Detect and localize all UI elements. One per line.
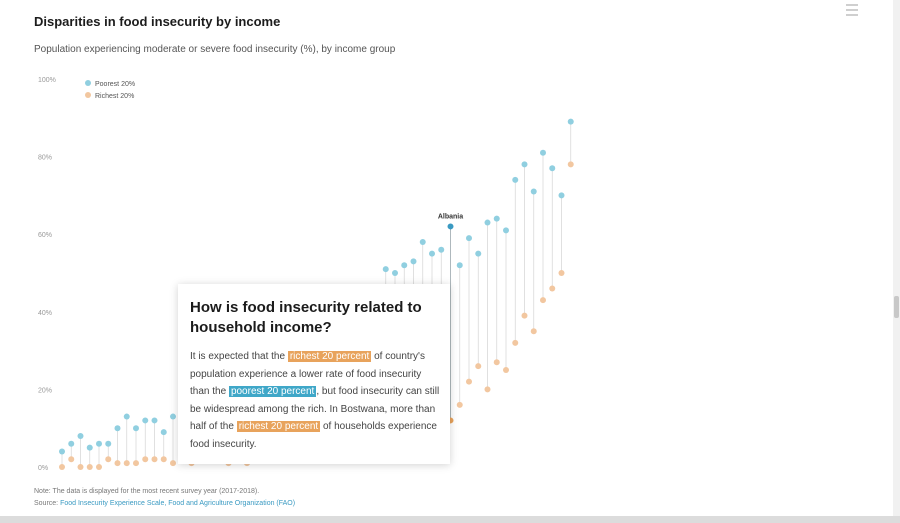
poorest-point (540, 149, 546, 156)
richest-point (142, 456, 149, 463)
annotation-label: Albania (438, 213, 463, 220)
richest-point (493, 359, 500, 366)
poorest-point (512, 176, 519, 183)
card-text-3: , but food insecurity can still be wides… (190, 386, 440, 432)
poorest-point (382, 266, 389, 273)
richest-point (86, 464, 93, 470)
poorest-point (484, 219, 491, 226)
richest-point (521, 312, 528, 319)
poorest-point (503, 227, 509, 234)
chart-note: Note: The data is displayed for the most… (34, 488, 260, 495)
poorest-point (170, 413, 176, 420)
richest-highlight-1: richest 20 percent (287, 351, 372, 362)
richest-point (456, 401, 463, 408)
poorest-point (77, 432, 84, 439)
poorest-point (133, 425, 139, 432)
y-tick-label: 100% (38, 77, 56, 84)
poorest-highlight: poorest 20 percent (228, 386, 317, 397)
y-tick-label: 0% (38, 465, 48, 472)
richest-point (68, 456, 75, 463)
poorest-point (410, 258, 417, 265)
richest-point (558, 270, 565, 276)
chart-subtitle: Population experiencing moderate or seve… (34, 44, 396, 55)
richest-point (170, 460, 176, 467)
horizontal-scrollbar[interactable] (0, 516, 900, 523)
richest-point (133, 460, 139, 467)
poorest-point (567, 118, 574, 125)
poorest-point (438, 246, 445, 253)
poorest-point (456, 262, 463, 269)
poorest-point (401, 262, 408, 269)
richest-point (475, 363, 482, 370)
poorest-point (521, 161, 528, 168)
richest-point (59, 464, 65, 470)
poorest-point (105, 440, 112, 447)
card-text-4: of households experience food insecurity… (190, 421, 437, 450)
legend-label: Poorest 20% (95, 81, 135, 88)
richest-highlight-2: richest 20 percent (236, 421, 321, 432)
poorest-point (466, 235, 472, 242)
richest-point (151, 456, 158, 463)
poorest-point (68, 440, 75, 447)
legend-marker (85, 80, 91, 86)
richest-point (114, 460, 121, 467)
poorest-point (392, 270, 398, 276)
richest-point (567, 161, 574, 168)
richest-point (77, 464, 84, 470)
chart-source: Source: Food Insecurity Experience Scale… (34, 500, 295, 507)
card-title: How is food insecurity related to househ… (190, 299, 422, 336)
legend-label: Richest 20% (95, 93, 134, 100)
source-link[interactable]: Food Insecurity Experience Scale, Food a… (60, 500, 296, 507)
richest-point (160, 456, 167, 463)
poorest-point (558, 192, 565, 199)
richest-point (105, 456, 112, 463)
card-body: It is expected that the richest 20 perce… (190, 348, 440, 453)
scrollbar-thumb[interactable] (894, 296, 899, 318)
richest-point (549, 285, 556, 292)
legend-marker (85, 92, 91, 98)
poorest-point (530, 188, 537, 195)
poorest-point (475, 250, 482, 257)
richest-point (466, 378, 472, 385)
poorest-point (549, 165, 556, 172)
poorest-point (142, 417, 149, 424)
menu-icon[interactable] (846, 4, 858, 19)
richest-point (503, 367, 509, 373)
richest-point (123, 460, 130, 467)
chart-title: Disparities in food insecurity by income (34, 14, 281, 29)
poorest-point (114, 425, 121, 432)
source-prefix: Source: (34, 500, 61, 507)
y-tick-label: 40% (38, 310, 52, 317)
card-text-1: It is expected that the (190, 351, 286, 362)
poorest-point (123, 413, 130, 420)
poorest-point (493, 215, 500, 222)
poorest-point (429, 250, 435, 257)
poorest-point (160, 429, 167, 436)
poorest-point (447, 223, 454, 230)
y-tick-label: 80% (38, 155, 52, 162)
poorest-point (59, 448, 65, 455)
poorest-point (151, 417, 158, 424)
poorest-point (419, 238, 426, 245)
richest-point (96, 464, 102, 470)
richest-point (530, 328, 537, 335)
vertical-scrollbar[interactable] (893, 0, 900, 523)
richest-point (484, 386, 491, 393)
y-tick-label: 60% (38, 232, 52, 239)
richest-point (540, 297, 546, 304)
richest-point (512, 339, 519, 346)
y-tick-label: 20% (38, 387, 52, 394)
info-card: How is food insecurity related to househ… (178, 284, 450, 464)
card-text-2: of country's population experience a low… (190, 351, 425, 397)
poorest-point (96, 440, 102, 447)
poorest-point (86, 444, 93, 451)
